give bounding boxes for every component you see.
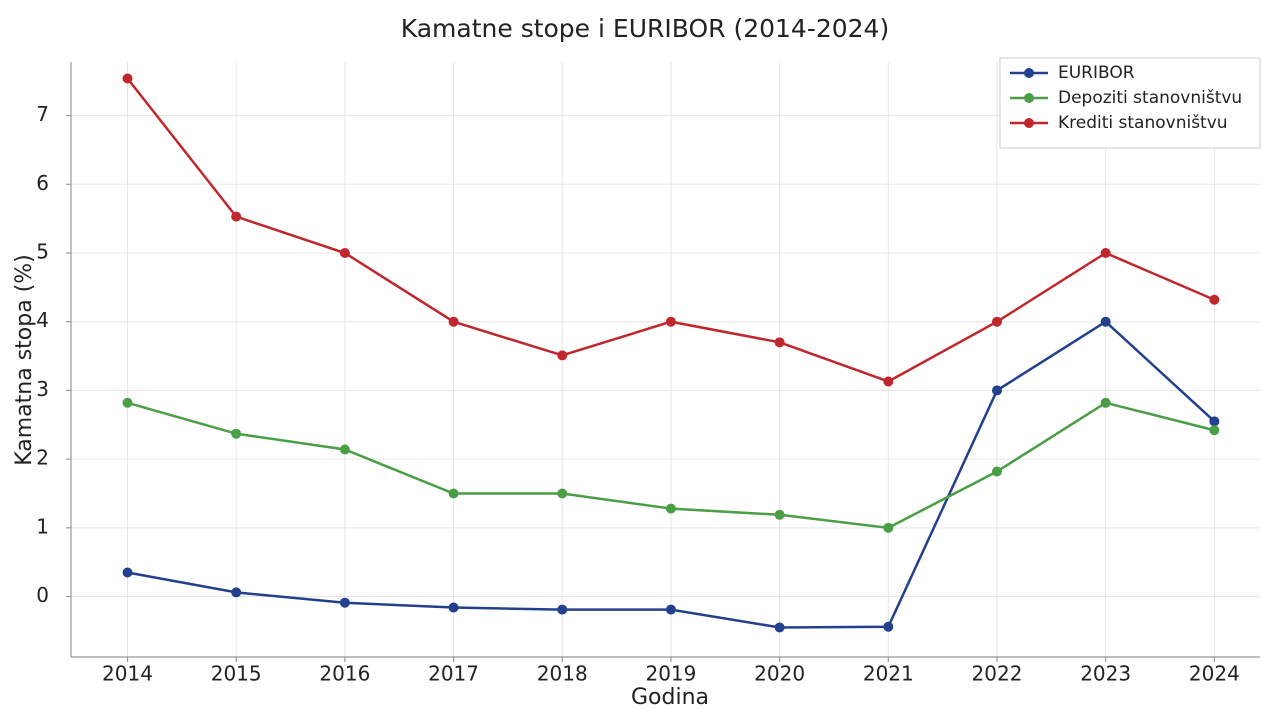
data-point (1209, 294, 1220, 305)
data-point (557, 488, 568, 499)
data-point (231, 587, 242, 598)
x-tick-label: 2020 (754, 662, 805, 686)
x-tick-label: 2016 (319, 662, 370, 686)
data-point (991, 466, 1002, 477)
y-tick-label: 2 (36, 446, 49, 470)
x-tick-label: 2015 (211, 662, 262, 686)
x-tick-label: 2017 (428, 662, 479, 686)
x-tick-label: 2024 (1189, 662, 1240, 686)
y-tick-label: 5 (36, 240, 49, 264)
data-point (991, 385, 1002, 396)
data-point (122, 567, 133, 578)
data-point (448, 316, 459, 327)
data-point (774, 509, 785, 520)
legend-marker (1024, 118, 1034, 128)
legend-label: Krediti stanovništvu (1058, 113, 1228, 133)
data-point (231, 428, 242, 439)
x-tick-label: 2021 (863, 662, 914, 686)
data-point (1100, 248, 1111, 259)
data-point (665, 604, 676, 615)
y-tick-label: 1 (36, 514, 49, 538)
data-point (122, 73, 133, 84)
legend-label: Depoziti stanovništvu (1058, 88, 1242, 108)
data-point (665, 503, 676, 514)
data-point (774, 622, 785, 633)
x-tick-label: 2022 (972, 662, 1023, 686)
data-point (122, 397, 133, 408)
y-tick-label: 0 (36, 583, 49, 607)
data-point (1100, 316, 1111, 327)
data-point (231, 211, 242, 222)
data-point (1209, 425, 1220, 436)
x-tick-label: 2014 (102, 662, 153, 686)
legend-marker (1024, 68, 1034, 78)
x-axis-label: Godina (631, 685, 709, 709)
data-point (665, 316, 676, 327)
data-point (883, 522, 894, 533)
x-tick-label: 2023 (1080, 662, 1131, 686)
data-point (448, 602, 459, 613)
legend-label: EURIBOR (1058, 63, 1135, 83)
data-point (883, 376, 894, 387)
data-point (1100, 397, 1111, 408)
y-tick-label: 4 (36, 308, 49, 332)
legend-marker (1024, 93, 1034, 103)
x-tick-label: 2019 (645, 662, 696, 686)
y-tick-label: 3 (36, 377, 49, 401)
x-tick-label: 2018 (537, 662, 588, 686)
data-point (774, 337, 785, 348)
y-tick-label: 6 (36, 171, 49, 195)
data-point (883, 621, 894, 632)
y-tick-label: 7 (36, 102, 49, 126)
data-point (557, 350, 568, 361)
data-point (339, 597, 350, 608)
data-point (339, 248, 350, 259)
data-point (448, 488, 459, 499)
data-point (339, 444, 350, 455)
data-point (1209, 416, 1220, 427)
chart-title: Kamatne stope i EURIBOR (2014-2024) (401, 14, 889, 43)
data-point (991, 316, 1002, 327)
y-axis-label: Kamatna stopa (%) (12, 254, 37, 466)
data-point (557, 604, 568, 615)
